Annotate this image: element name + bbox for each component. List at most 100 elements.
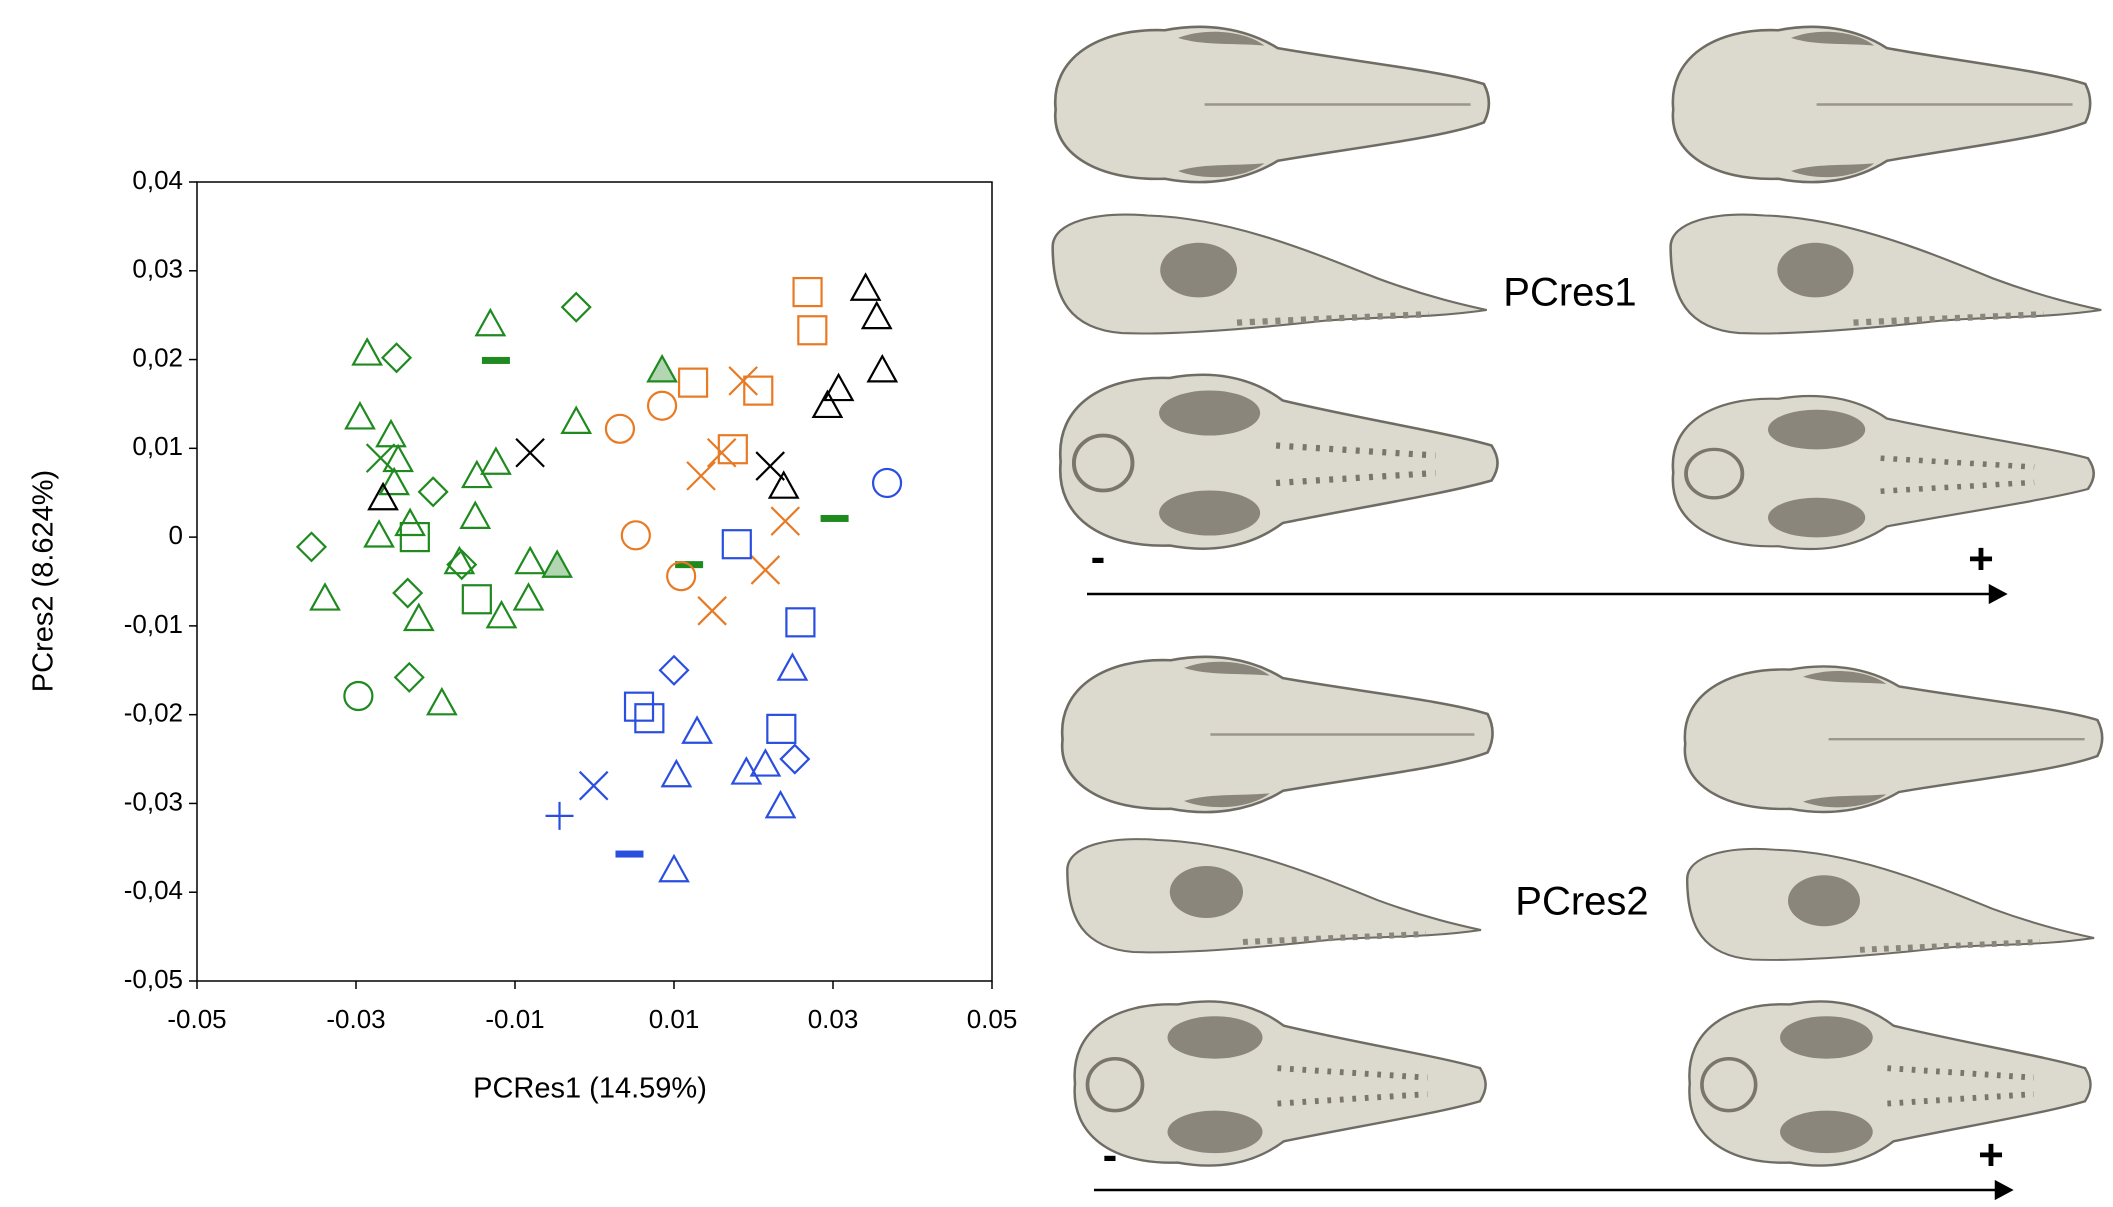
point [295, 531, 328, 563]
x-tick-label: -0.05 [167, 1004, 226, 1034]
skull-image [1683, 665, 2104, 814]
plus-label: + [1978, 1131, 2004, 1180]
point [623, 691, 655, 722]
y-tick-label: -0,01 [124, 609, 183, 639]
point [480, 446, 512, 475]
point [541, 549, 574, 578]
skull-image [1060, 655, 1494, 814]
y-tick-label: 0 [169, 520, 183, 550]
skull-image [1687, 849, 2094, 960]
skull-image [1673, 396, 2094, 549]
skull-image [1053, 215, 1487, 334]
y-tick-label: 0,03 [132, 254, 183, 284]
point [417, 476, 449, 508]
y-tick-label: -0,05 [124, 964, 183, 994]
point [578, 770, 609, 801]
point [697, 596, 727, 626]
point [779, 743, 811, 775]
point [620, 520, 651, 551]
point [686, 461, 716, 491]
point [658, 853, 690, 883]
point [382, 443, 415, 473]
panel-label: PCres2 [1515, 880, 1648, 924]
skull-image [1067, 839, 1481, 952]
point [750, 555, 781, 585]
point [399, 522, 430, 553]
skull-image [1060, 375, 1497, 549]
point [481, 356, 510, 364]
skull-image [1689, 1001, 2090, 1165]
point [866, 353, 899, 383]
x-axis-title: PCRes1 (14.59%) [473, 1073, 707, 1105]
point [402, 602, 435, 632]
plot-frame [196, 181, 993, 982]
panel-label: PCres1 [1503, 271, 1636, 315]
point [770, 506, 801, 536]
y-tick-label: 0,04 [132, 165, 183, 195]
y-tick-label: -0,02 [124, 698, 183, 728]
y-tick-label: -0,04 [124, 875, 183, 905]
x-tick-label: -0.01 [485, 1004, 544, 1034]
y-tick-label: 0,02 [132, 342, 183, 372]
point [343, 680, 374, 712]
minus-label: - [1103, 1131, 1118, 1180]
arrow [1087, 583, 2008, 605]
point [749, 748, 782, 777]
x-tick-label: 0.05 [967, 1004, 1018, 1034]
point [425, 686, 458, 716]
point [646, 390, 678, 421]
skull-image [1671, 215, 2102, 334]
point [485, 599, 518, 629]
point [545, 801, 574, 830]
point [365, 443, 396, 473]
point [820, 514, 849, 522]
scatter-plot: PCRes1 (14.59%) PCres2 (8.624%) -0.05 -0.… [28, 165, 1018, 1105]
point [743, 375, 774, 406]
y-axis-title: PCres2 (8.624%) [28, 470, 60, 692]
point [860, 300, 893, 330]
skull-image [1075, 1001, 1486, 1165]
point [380, 342, 413, 374]
point [393, 661, 425, 693]
point [776, 652, 809, 681]
point [677, 367, 709, 398]
point [514, 545, 546, 575]
skull-image [1671, 25, 2092, 184]
point [721, 529, 752, 560]
y-tick-label: -0,03 [124, 786, 183, 816]
minus-label: - [1091, 533, 1106, 582]
arrow [1094, 1179, 2014, 1201]
point [474, 307, 507, 337]
point [375, 418, 407, 448]
point [459, 500, 492, 529]
point [378, 466, 411, 496]
point [461, 584, 492, 615]
point [681, 715, 713, 744]
point [604, 413, 636, 444]
point [446, 549, 478, 581]
point [728, 366, 758, 396]
point [615, 850, 644, 858]
point [797, 315, 828, 346]
y-tick-label: 0,01 [132, 431, 183, 461]
point [658, 654, 690, 686]
point [785, 607, 816, 638]
point [766, 713, 797, 744]
point [351, 337, 383, 366]
point [666, 561, 697, 592]
point [515, 437, 545, 468]
point [344, 400, 376, 430]
point [792, 276, 823, 308]
point [560, 405, 593, 434]
point [706, 437, 737, 468]
point [822, 372, 855, 402]
point [646, 353, 678, 383]
point [811, 389, 844, 419]
point [560, 291, 592, 323]
point [717, 434, 748, 465]
point [309, 582, 341, 611]
skull-panels: PCres1 - + PCres2 - + [1053, 25, 2104, 1201]
point [755, 451, 785, 481]
point [634, 703, 665, 734]
